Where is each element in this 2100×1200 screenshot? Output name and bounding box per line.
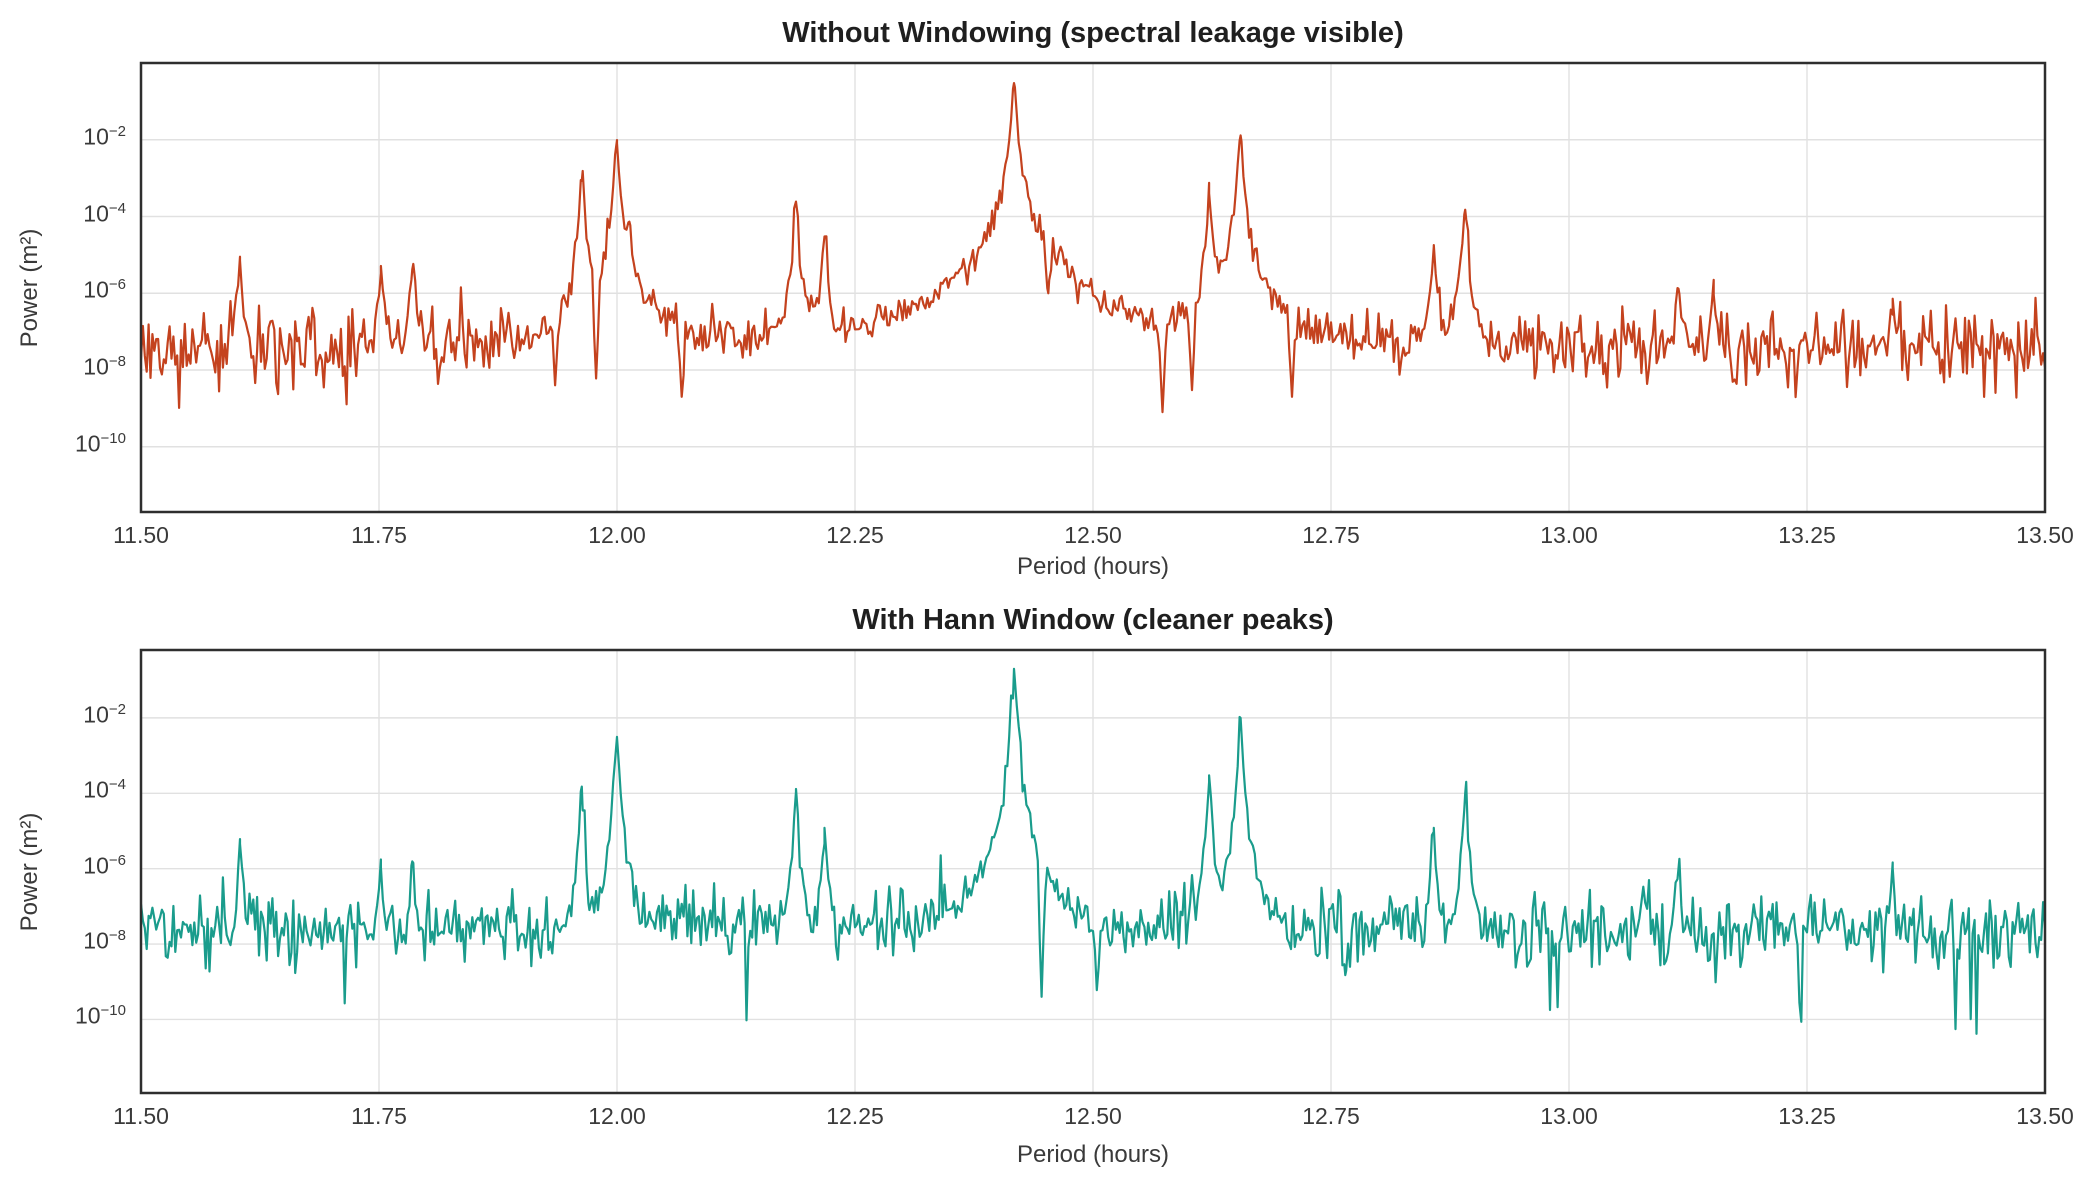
y-tick-label: 10−4 <box>83 199 126 227</box>
y-tick-label: 10−6 <box>83 851 126 879</box>
x-axis-label-with-hann-window: Period (hours) <box>1016 1141 1170 1168</box>
x-axis-label-without-window: Period (hours) <box>1016 553 1170 580</box>
x-tick-label: 11.50 <box>113 522 169 548</box>
x-tick-label: 12.25 <box>826 1103 884 1129</box>
axes-frame <box>139 648 2047 1095</box>
x-tick-label: 12.00 <box>588 522 646 548</box>
x-tick-label: 13.00 <box>1540 522 1598 548</box>
x-tick-label: 13.25 <box>1778 1103 1836 1129</box>
subplot-plot-0 <box>139 61 2047 514</box>
x-tick-label: 12.75 <box>1302 1103 1360 1129</box>
x-tick-label: 11.75 <box>351 1103 407 1129</box>
gridlines <box>140 63 2046 512</box>
x-tick-label: 12.00 <box>588 1103 646 1129</box>
x-tick-label: 11.75 <box>351 522 407 548</box>
y-tick-label: 10−8 <box>83 927 126 954</box>
y-tick-label: 10−2 <box>83 122 126 150</box>
gridlines <box>140 650 2046 1093</box>
axes-frame <box>139 61 2047 514</box>
x-tick-label: 12.75 <box>1302 522 1360 548</box>
x-tick-label: 13.50 <box>2016 522 2074 548</box>
x-tick-label: 11.50 <box>113 1103 169 1129</box>
y-tick-label: 10−10 <box>74 429 126 457</box>
y-tick-label: 10−4 <box>83 776 126 803</box>
x-tick-label: 12.50 <box>1064 1103 1122 1129</box>
x-tick-label: 13.00 <box>1540 1103 1598 1129</box>
subplot-plot-1 <box>139 648 2047 1095</box>
y-tick-label: 10−8 <box>83 353 126 380</box>
y-tick-label: 10−6 <box>83 276 126 303</box>
x-tick-label: 13.25 <box>1778 522 1836 548</box>
y-tick-label: 10−10 <box>74 1002 126 1030</box>
chart-title-with-hann-window: With Hann Window (cleaner peaks) <box>852 604 1334 636</box>
x-tick-label: 12.50 <box>1064 522 1122 548</box>
x-tick-label: 13.50 <box>2016 1103 2074 1129</box>
spectrum-line-without-window <box>141 81 2045 414</box>
x-tick-label: 12.25 <box>826 522 884 548</box>
spectrum-line-with-hann-window <box>141 667 2045 1035</box>
y-tick-label: 10−2 <box>83 700 126 728</box>
chart-title-without-window: Without Windowing (spectral leakage visi… <box>782 17 1404 49</box>
